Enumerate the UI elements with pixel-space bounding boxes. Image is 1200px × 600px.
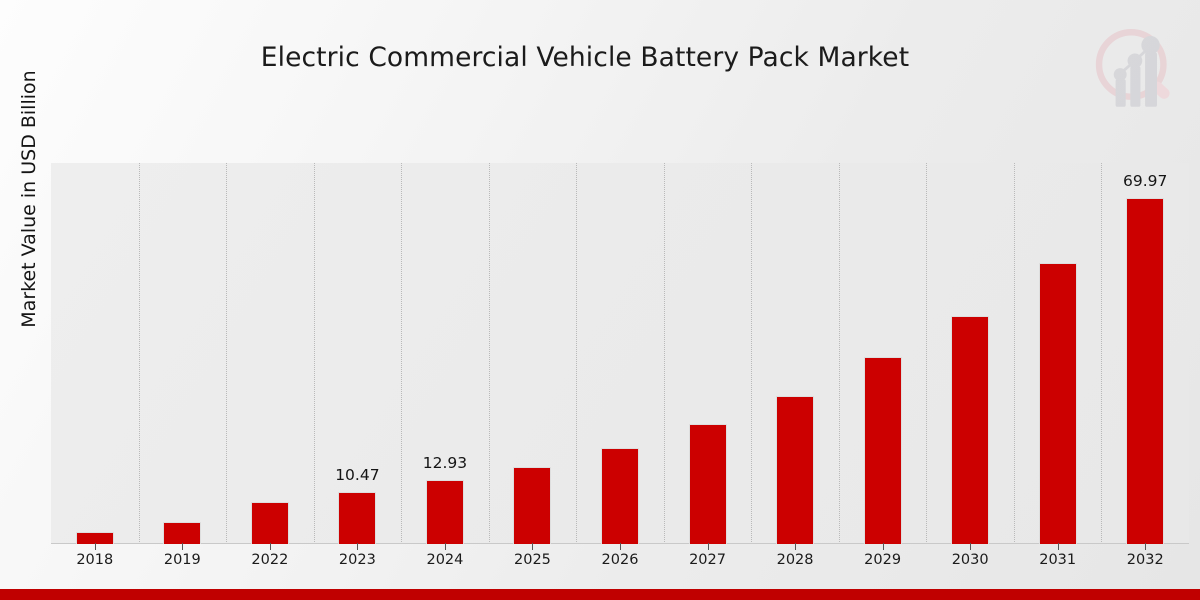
bar-2031[interactable] bbox=[1014, 163, 1102, 544]
bar-rect-2026[interactable] bbox=[600, 448, 639, 544]
x-tick-label-2031: 2031 bbox=[1039, 552, 1077, 568]
bar-2026[interactable] bbox=[576, 163, 664, 544]
bar-value-label-2032: 69.97 bbox=[1123, 171, 1168, 190]
bar-rect-2019[interactable] bbox=[163, 522, 202, 544]
x-tick-label-2019: 2019 bbox=[163, 552, 201, 568]
x-tick-label-2029: 2029 bbox=[864, 552, 902, 568]
bar-2025[interactable] bbox=[489, 163, 577, 544]
bar-2022[interactable] bbox=[226, 163, 314, 544]
bar-2018[interactable] bbox=[51, 163, 139, 544]
bar-rect-2032[interactable] bbox=[1126, 197, 1165, 544]
x-tick-2031 bbox=[1057, 543, 1059, 550]
gridline-vertical bbox=[838, 163, 840, 544]
gridline-vertical bbox=[926, 163, 928, 544]
gridline-vertical bbox=[138, 163, 140, 544]
x-tick-label-2023: 2023 bbox=[338, 552, 376, 568]
bar-2027[interactable] bbox=[664, 163, 752, 544]
x-tick-label-2032: 2032 bbox=[1126, 552, 1164, 568]
x-tick-label-2030: 2030 bbox=[951, 552, 989, 568]
page-title: Electric Commercial Vehicle Battery Pack… bbox=[260, 42, 910, 73]
bar-2032[interactable] bbox=[1101, 163, 1189, 544]
bar-2028[interactable] bbox=[751, 163, 839, 544]
gridline-vertical bbox=[401, 163, 403, 544]
bar-value-label-2023: 10.47 bbox=[335, 466, 380, 485]
bar-rect-2030[interactable] bbox=[951, 315, 990, 544]
gridline-vertical bbox=[226, 163, 228, 544]
x-tick-2023 bbox=[357, 543, 359, 550]
x-tick-2026 bbox=[620, 543, 621, 550]
bar-rect-2018[interactable] bbox=[75, 532, 114, 544]
gridline-vertical bbox=[1101, 163, 1103, 544]
bar-rect-2023[interactable] bbox=[338, 492, 377, 544]
bar-rect-2025[interactable] bbox=[513, 467, 552, 544]
x-tick-label-2022: 2022 bbox=[251, 552, 289, 568]
x-tick-2025 bbox=[532, 543, 534, 550]
x-tick-2032 bbox=[1145, 543, 1147, 550]
x-tick-label-2025: 2025 bbox=[514, 552, 551, 568]
bar-2030[interactable] bbox=[926, 163, 1014, 544]
x-tick-label-2026: 2026 bbox=[601, 552, 639, 568]
bar-rect-2027[interactable] bbox=[688, 424, 727, 544]
x-tick-label-2018: 2018 bbox=[76, 552, 114, 568]
bottom-accent-band bbox=[0, 589, 1200, 600]
x-tick-2022 bbox=[269, 543, 271, 550]
gridline-vertical bbox=[751, 163, 753, 544]
y-axis-title: Market Value in USD Billion bbox=[18, 70, 40, 328]
bar-rect-2028[interactable] bbox=[776, 396, 815, 544]
bar-2019[interactable] bbox=[139, 163, 227, 544]
x-tick-2028 bbox=[795, 543, 797, 550]
x-tick-2018 bbox=[94, 543, 96, 550]
x-tick-2030 bbox=[970, 543, 972, 550]
bar-value-label-2024: 12.93 bbox=[422, 454, 468, 473]
x-tick-2029 bbox=[882, 543, 884, 550]
x-tick-label-2027: 2027 bbox=[689, 552, 726, 568]
x-tick-2019 bbox=[182, 543, 184, 550]
bar-2023[interactable] bbox=[314, 163, 402, 544]
gridline-vertical bbox=[1013, 163, 1015, 544]
gridline-vertical bbox=[488, 163, 490, 544]
x-tick-2024 bbox=[444, 543, 446, 550]
x-tick-label-2024: 2024 bbox=[426, 552, 464, 568]
gridline-vertical bbox=[313, 163, 315, 544]
gridline-vertical bbox=[663, 163, 665, 544]
bar-rect-2022[interactable] bbox=[250, 502, 289, 544]
x-tick-2027 bbox=[707, 543, 709, 550]
bar-2029[interactable] bbox=[839, 163, 927, 544]
gridline-vertical bbox=[576, 163, 578, 544]
bar-2024[interactable] bbox=[401, 163, 489, 544]
magnifier-bar-chart-logo bbox=[1095, 29, 1170, 107]
bar-rect-2031[interactable] bbox=[1038, 262, 1077, 544]
x-tick-label-2028: 2028 bbox=[776, 552, 814, 568]
bar-rect-2029[interactable] bbox=[863, 357, 902, 544]
bar-rect-2024[interactable] bbox=[425, 480, 464, 544]
